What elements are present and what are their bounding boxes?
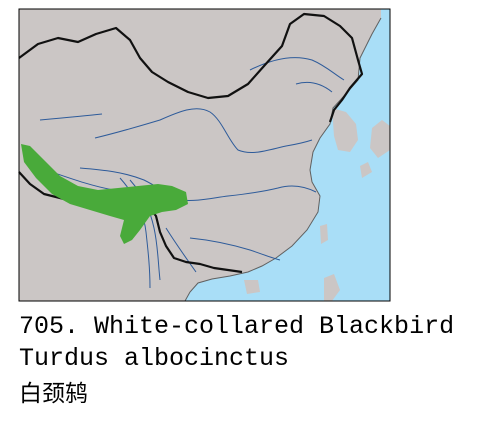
yangtze-river [79, 167, 317, 201]
songhua-river [295, 81, 333, 93]
chinese-name: 白颈鸫 [19, 381, 88, 407]
yellow-river [94, 108, 313, 153]
japan-island [370, 120, 390, 158]
red-river [165, 227, 197, 273]
hainan-island [244, 280, 260, 294]
luzon-island [324, 274, 340, 301]
taiwan-island [320, 224, 328, 244]
korean-peninsula [332, 108, 358, 152]
scientific-name: Turdus albocinctus [19, 344, 290, 373]
kyushu-island [360, 162, 372, 178]
land-mass [19, 9, 381, 301]
species-number-and-name: 705. White-collared Blackbird [19, 312, 455, 341]
map-frame [18, 8, 391, 302]
pearl-river [189, 237, 281, 261]
range-map [18, 8, 391, 302]
species-range [21, 144, 188, 244]
tarim-river [39, 113, 103, 121]
